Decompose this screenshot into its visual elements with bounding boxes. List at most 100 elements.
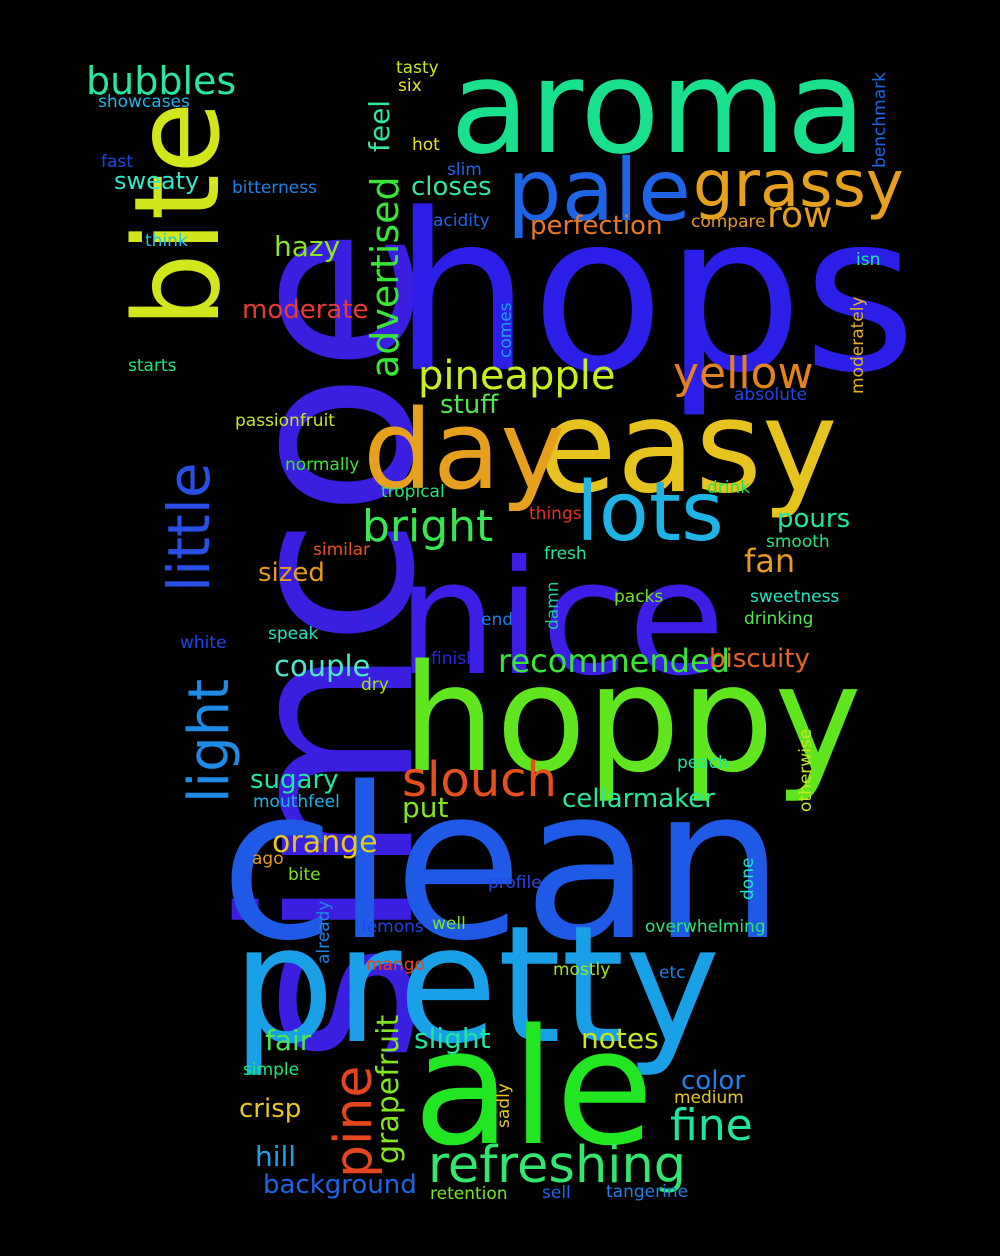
word-fan: fan: [744, 542, 796, 580]
word-drink: drink: [707, 478, 751, 498]
word-packs: packs: [614, 587, 664, 607]
word-feel: feel: [363, 99, 396, 152]
word-passionfruit: passionfruit: [235, 411, 335, 431]
word-acidity: acidity: [433, 211, 490, 231]
word-crisp: crisp: [239, 1094, 302, 1124]
word-white: white: [180, 633, 227, 653]
word-six: six: [398, 76, 422, 96]
word-moderate: moderate: [242, 295, 369, 325]
word-starts: starts: [128, 356, 177, 376]
word-think: think: [145, 231, 188, 251]
word-hops: hops: [393, 168, 917, 421]
word-things: things: [529, 504, 582, 524]
word-otherwise: otherwise: [796, 728, 816, 812]
word-biscuity: biscuity: [709, 644, 810, 674]
word-recommended: recommended: [498, 642, 730, 680]
word-fresh: fresh: [544, 544, 587, 564]
word-bite: bite: [108, 101, 246, 328]
word-simple: simple: [243, 1060, 300, 1080]
word-easy: easy: [538, 373, 838, 522]
word-hill: hill: [255, 1140, 297, 1173]
word-notes: notes: [581, 1022, 659, 1055]
word-ale: ale: [413, 994, 654, 1181]
word-isn: isn: [856, 250, 881, 270]
word-end: end: [481, 610, 514, 630]
word-slouch: slouch: [402, 752, 557, 808]
word-already: already: [314, 900, 334, 964]
word-comes: comes: [496, 302, 516, 358]
word-profile: profile: [488, 873, 542, 893]
word-day: day: [363, 386, 566, 514]
word-closes: closes: [411, 172, 492, 202]
word-benchmark: benchmark: [870, 72, 890, 168]
word-stuff: stuff: [440, 390, 499, 420]
word-mango: mango: [366, 955, 425, 975]
word-nice: nice: [397, 527, 726, 711]
word-tangerine: tangerine: [606, 1182, 689, 1202]
word-hazy: hazy: [274, 230, 341, 263]
word-fast: fast: [101, 152, 133, 172]
word-perfection: perfection: [530, 211, 663, 241]
word-retention: retention: [430, 1184, 508, 1204]
word-pretty: pretty: [232, 892, 721, 1080]
word-advertised: advertised: [363, 176, 407, 378]
word-smooth: smooth: [766, 532, 830, 552]
word-normally: normally: [285, 455, 360, 475]
word-background: background: [263, 1170, 417, 1200]
word-sweetness: sweetness: [750, 587, 840, 607]
word-mouthfeel: mouthfeel: [253, 792, 340, 812]
word-ago: ago: [252, 849, 284, 869]
word-well: well: [432, 914, 466, 934]
word-refreshing: refreshing: [428, 1136, 687, 1195]
word-ish: ish: [362, 607, 387, 627]
word-lemons: lemons: [362, 917, 424, 937]
word-hoppy: hoppy: [402, 633, 862, 805]
word-row: row: [767, 195, 833, 236]
word-tasty: tasty: [396, 58, 439, 78]
word-lots: lots: [576, 465, 724, 560]
word-fair: fair: [265, 1024, 312, 1057]
word-showcases: showcases: [98, 92, 190, 112]
word-similar: similar: [313, 540, 370, 560]
word-absolute: absolute: [734, 385, 808, 405]
word-mostly: mostly: [553, 960, 611, 980]
word-cellarmaker: cellarmaker: [562, 784, 715, 814]
word-damn: damn: [543, 581, 563, 630]
word-grassy: grassy: [693, 148, 904, 222]
word-fine: fine: [670, 1100, 753, 1151]
word-bite-small: bite: [288, 865, 321, 885]
word-bubbles: bubbles: [86, 59, 237, 103]
word-peach: peach: [677, 753, 729, 773]
word-little: little: [155, 462, 223, 592]
word-compare: compare: [691, 212, 766, 232]
word-tropical: tropical: [381, 482, 445, 502]
word-couple: couple: [274, 649, 371, 683]
word-medium: medium: [674, 1088, 744, 1108]
word-grapefruit: grapefruit: [371, 1014, 406, 1164]
word-bright: bright: [362, 501, 494, 552]
word-orange: orange: [272, 825, 378, 860]
word-sadly: sadly: [494, 1083, 514, 1128]
word-finish: finish: [431, 649, 477, 669]
word-sweaty: sweaty: [114, 167, 200, 195]
word-hot: hot: [412, 135, 440, 155]
word-pale: pale: [507, 141, 692, 241]
word-light: light: [177, 678, 242, 803]
word-sized: sized: [258, 558, 325, 588]
word-color: color: [681, 1066, 746, 1096]
word-sell: sell: [542, 1183, 571, 1203]
word-moderately: moderately: [848, 296, 868, 394]
word-slim: slim: [447, 160, 482, 180]
word-dry: dry: [361, 675, 389, 695]
word-pours: pours: [777, 504, 851, 534]
word-etc: etc: [659, 963, 686, 983]
word-speak: speak: [268, 624, 319, 644]
word-drinking: drinking: [744, 609, 814, 629]
word-done: done: [738, 857, 758, 900]
word-slight: slight: [414, 1022, 491, 1055]
word-pineapple: pineapple: [418, 353, 616, 399]
word-aroma: aroma: [450, 31, 867, 183]
word-sugary: sugary: [250, 765, 339, 795]
word-overwhelming: overwhelming: [645, 917, 766, 937]
